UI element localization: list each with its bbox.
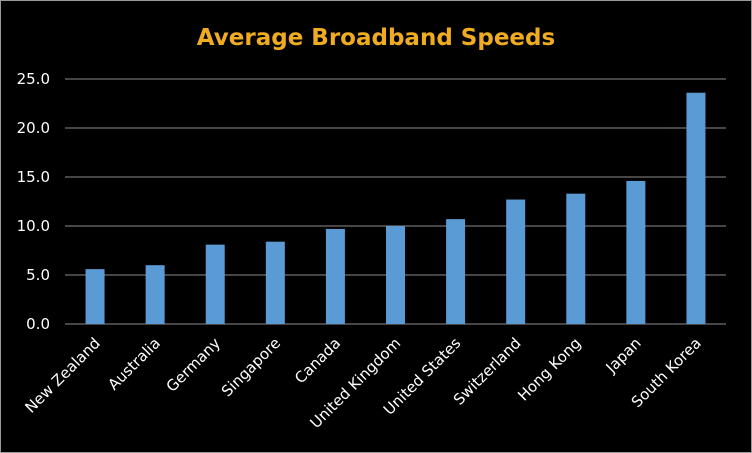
bar-united-kingdom	[386, 226, 405, 324]
y-tick-label: 0.0	[26, 315, 50, 333]
bar-germany	[205, 244, 225, 324]
bar-new-zealand	[85, 269, 105, 324]
bar-japan	[626, 180, 646, 324]
y-tick-label: 20.0	[17, 119, 50, 137]
x-tick-label: Canada	[291, 334, 344, 387]
bar-switzerland	[506, 199, 526, 324]
x-tick-label: Hong Kong	[514, 334, 584, 404]
bar-canada	[325, 228, 345, 324]
bar-hong-kong	[566, 193, 586, 324]
x-tick-label: Japan	[602, 334, 645, 377]
x-tick-label: Australia	[104, 334, 164, 394]
bar-australia	[145, 265, 165, 324]
x-tick-label: New Zealand	[21, 334, 103, 416]
y-tick-label: 5.0	[26, 266, 50, 284]
y-axis-ticks: 0.0 5.0 10.0 15.0 20.0 25.0	[17, 70, 50, 333]
x-tick-label: Singapore	[218, 334, 284, 400]
y-tick-label: 15.0	[17, 168, 50, 186]
y-tick-label: 25.0	[17, 70, 50, 88]
bar-south-korea	[686, 92, 706, 324]
x-tick-label: Germany	[163, 334, 225, 396]
bars	[85, 92, 706, 324]
chart-title: Average Broadband Speeds	[197, 25, 555, 51]
y-tick-label: 10.0	[17, 217, 50, 235]
bar-united-states	[446, 219, 466, 324]
bar-singapore	[265, 241, 285, 324]
